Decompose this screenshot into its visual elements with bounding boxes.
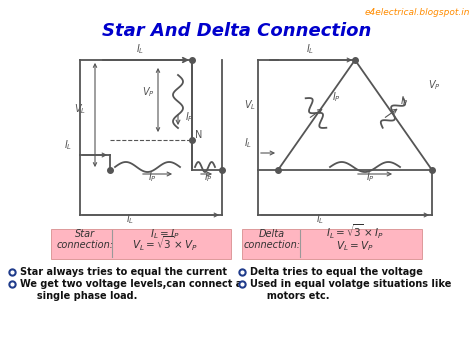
Text: $\mathit{I_L}$: $\mathit{I_L}$ — [64, 138, 72, 152]
Text: Delta: Delta — [259, 229, 285, 239]
Text: We get two voltage levels,can connect a: We get two voltage levels,can connect a — [20, 279, 242, 289]
Text: motors etc.: motors etc. — [250, 291, 329, 301]
Text: $\mathit{I_P}$: $\mathit{I_P}$ — [147, 170, 156, 184]
Text: $\mathit{I_L}$: $\mathit{I_L}$ — [136, 42, 144, 56]
Text: $V_L = V_P$: $V_L = V_P$ — [336, 239, 374, 253]
FancyBboxPatch shape — [51, 229, 231, 259]
Text: single phase load.: single phase load. — [20, 291, 137, 301]
FancyBboxPatch shape — [242, 229, 422, 259]
Text: $\mathit{V_L}$: $\mathit{V_L}$ — [244, 98, 256, 112]
Text: Star: Star — [75, 229, 95, 239]
Text: $I_L = I_P$: $I_L = I_P$ — [150, 227, 180, 241]
Text: $\mathit{I_L}$: $\mathit{I_L}$ — [244, 136, 252, 150]
Text: $\mathit{V_L}$: $\mathit{V_L}$ — [74, 102, 86, 116]
Text: $\mathit{I_P}$: $\mathit{I_P}$ — [185, 110, 194, 124]
Text: $\mathit{I_P}$: $\mathit{I_P}$ — [365, 170, 374, 184]
Text: Delta tries to equal the voltage: Delta tries to equal the voltage — [250, 267, 423, 277]
Text: N: N — [195, 130, 202, 140]
Text: $\mathit{I_L}$: $\mathit{I_L}$ — [316, 212, 324, 226]
Text: $\mathit{V_P}$: $\mathit{V_P}$ — [428, 78, 441, 92]
Text: $\mathit{I_P}$: $\mathit{I_P}$ — [400, 94, 409, 108]
Text: Star always tries to equal the current: Star always tries to equal the current — [20, 267, 227, 277]
Text: $I_L = \sqrt{3} \times I_P$: $I_L = \sqrt{3} \times I_P$ — [326, 222, 384, 241]
Text: Star And Delta Connection: Star And Delta Connection — [102, 22, 372, 40]
Text: $\mathit{I_P}$: $\mathit{I_P}$ — [332, 90, 341, 104]
Text: $V_L = \sqrt{3} \times V_P$: $V_L = \sqrt{3} \times V_P$ — [132, 234, 198, 253]
Text: e4electrical.blogspot.in: e4electrical.blogspot.in — [365, 8, 470, 17]
Text: $\mathit{V_P}$: $\mathit{V_P}$ — [142, 85, 155, 99]
Text: Used in equal volatge situations like: Used in equal volatge situations like — [250, 279, 451, 289]
Text: $\mathit{I_L}$: $\mathit{I_L}$ — [126, 212, 134, 226]
Text: $\mathit{I_P}$: $\mathit{I_P}$ — [203, 170, 212, 184]
Text: connection:: connection: — [56, 240, 113, 250]
Text: connection:: connection: — [244, 240, 301, 250]
Text: $\mathit{I_L}$: $\mathit{I_L}$ — [306, 42, 314, 56]
